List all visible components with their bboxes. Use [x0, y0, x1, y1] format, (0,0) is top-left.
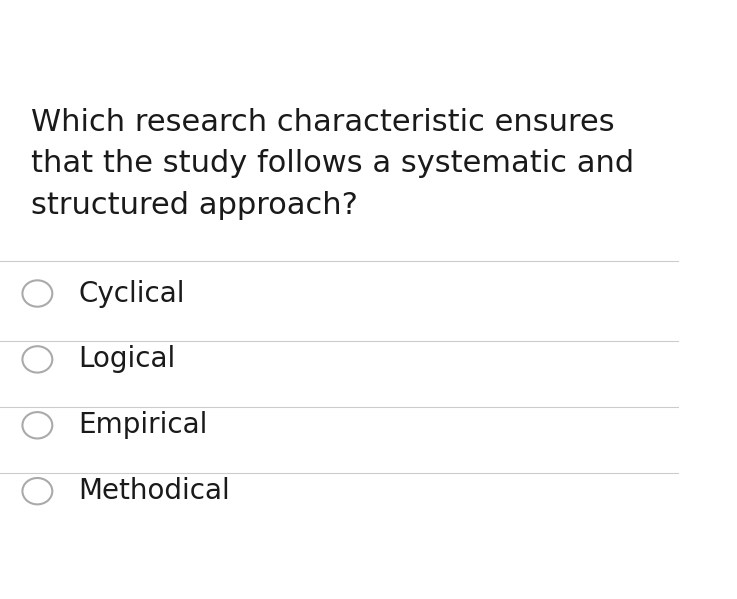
Text: Which research characteristic ensures
that the study follows a systematic and
st: Which research characteristic ensures th… — [30, 108, 634, 220]
Text: Cyclical: Cyclical — [78, 280, 185, 307]
Text: Methodical: Methodical — [78, 477, 230, 505]
Text: Empirical: Empirical — [78, 412, 208, 439]
Text: Logical: Logical — [78, 346, 175, 373]
